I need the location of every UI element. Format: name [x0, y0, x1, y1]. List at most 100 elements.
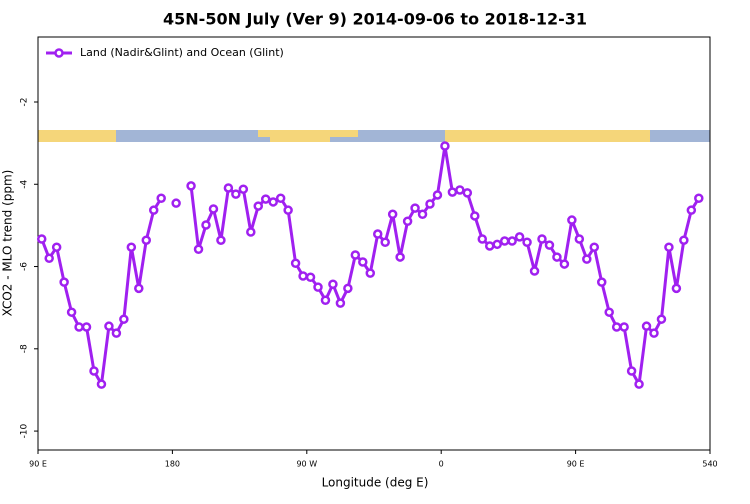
- data-point: [641, 321, 652, 331]
- data-point: [328, 279, 338, 289]
- data-point: [410, 203, 420, 213]
- data-point: [358, 257, 368, 267]
- data-point: [126, 242, 137, 252]
- data-point: [44, 253, 54, 264]
- data-point: [51, 242, 62, 252]
- data-point: [305, 272, 316, 282]
- data-point: [148, 205, 159, 215]
- y-tick-label: -8: [20, 344, 30, 353]
- data-point: [679, 235, 689, 245]
- data-point: [455, 185, 465, 195]
- data-point: [440, 141, 450, 151]
- data-point: [275, 193, 286, 204]
- data-point: [656, 314, 667, 324]
- data-point: [634, 379, 644, 389]
- legend-label: Land (Nadir&Glint) and Ocean (Glint): [80, 46, 284, 59]
- data-point: [186, 181, 196, 191]
- data-point: [283, 205, 293, 215]
- data-point: [268, 197, 278, 207]
- x-tick-label: 0: [439, 460, 444, 469]
- data-point: [567, 215, 577, 225]
- data-point: [470, 211, 480, 221]
- data-point: [216, 235, 226, 245]
- data-point: [544, 240, 555, 250]
- data-point: [604, 307, 614, 317]
- data-point: [522, 237, 532, 248]
- data-point: [671, 283, 682, 294]
- data-point: [290, 258, 301, 268]
- map-strip: [38, 130, 710, 142]
- data-point: [111, 328, 122, 338]
- data-point: [89, 366, 99, 376]
- x-axis-label: Longitude (deg E): [322, 476, 429, 490]
- legend-marker: [54, 48, 64, 58]
- data-point: [66, 307, 77, 317]
- y-tick-label: -6: [20, 262, 30, 271]
- data-point: [141, 235, 152, 245]
- data-point: [507, 236, 517, 246]
- y-tick-label: -2: [20, 98, 30, 107]
- data-point: [582, 254, 592, 264]
- data-line: [189, 144, 701, 386]
- data-point: [223, 183, 234, 193]
- data-point: [134, 283, 144, 294]
- data-point: [104, 321, 114, 331]
- data-point: [253, 201, 264, 211]
- data-point: [484, 241, 495, 251]
- data-point: [81, 322, 92, 332]
- data-point: [611, 322, 622, 332]
- data-point: [96, 379, 107, 389]
- data-point: [298, 271, 308, 281]
- data-point: [559, 259, 570, 269]
- data-point: [574, 234, 585, 244]
- data-point: [372, 229, 383, 239]
- data-point: [380, 237, 390, 248]
- data-point: [432, 190, 443, 200]
- data-point: [694, 193, 704, 204]
- data-point: [335, 298, 346, 308]
- data-point: [596, 277, 607, 287]
- y-tick-label: -10: [20, 423, 30, 438]
- data-point: [36, 234, 47, 244]
- chart-title: 45N-50N July (Ver 9) 2014-09-06 to 2018-…: [163, 10, 587, 29]
- x-tick-label: 90 E: [567, 460, 585, 469]
- data-point: [529, 266, 540, 276]
- data-point: [74, 322, 84, 332]
- data-point: [462, 188, 473, 198]
- data-point: [552, 252, 562, 262]
- data-point: [619, 322, 629, 332]
- y-tick-label: -4: [20, 180, 30, 189]
- data-point: [425, 199, 435, 209]
- data-point: [201, 220, 211, 230]
- data-point: [589, 242, 600, 252]
- y-axis-label: XCO2 - MLO trend (ppm): [1, 170, 15, 317]
- data-point: [626, 366, 637, 376]
- data-point: [260, 194, 271, 204]
- x-tick-label: 90 W: [296, 460, 317, 469]
- data-point: [514, 232, 525, 242]
- data-point: [350, 250, 361, 260]
- data-point: [320, 295, 331, 306]
- data-point: [395, 252, 405, 262]
- data-point: [402, 216, 413, 227]
- data-point: [477, 234, 488, 244]
- data-point: [59, 277, 69, 287]
- x-tick-label: 180: [165, 460, 180, 469]
- data-point: [343, 283, 353, 294]
- x-tick-label: 540: [702, 460, 717, 469]
- data-point: [387, 209, 398, 220]
- data-point: [238, 184, 249, 194]
- data-point: [686, 205, 697, 215]
- data-point: [156, 193, 166, 204]
- data-point: [447, 187, 458, 197]
- data-point: [499, 236, 510, 246]
- x-tick-label: 90 E: [29, 460, 47, 469]
- data-point: [171, 198, 181, 208]
- data-line: [40, 197, 163, 386]
- data-point: [313, 282, 323, 292]
- data-point: [537, 234, 547, 244]
- data-point: [417, 209, 428, 220]
- plot-frame: [37, 36, 711, 451]
- data-point: [649, 328, 659, 338]
